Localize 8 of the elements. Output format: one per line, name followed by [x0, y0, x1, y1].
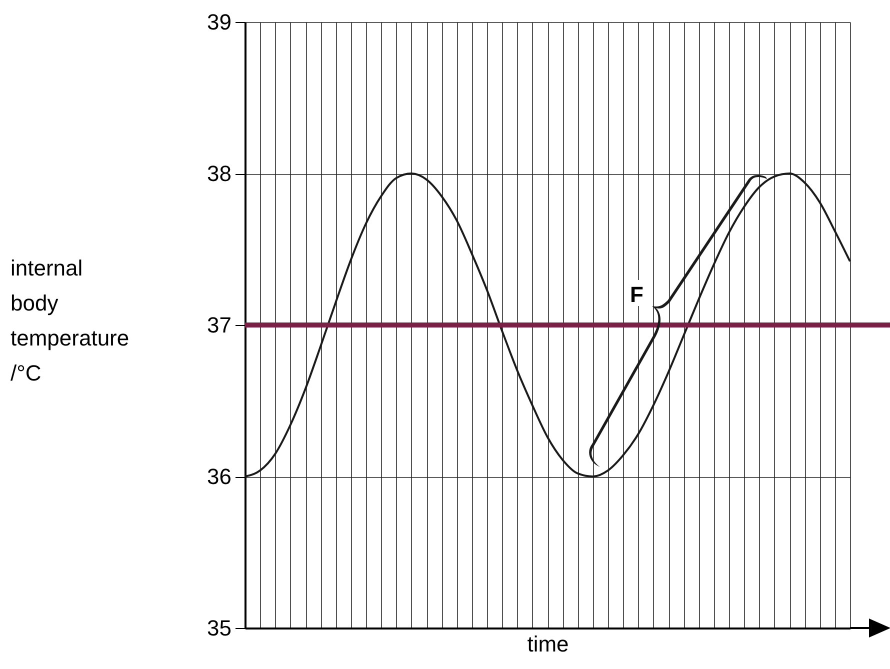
y-tick-label: 36 — [207, 464, 232, 489]
y-axis-title: internal body temperature /°C — [10, 256, 130, 386]
y-tick-label: 39 — [207, 10, 232, 34]
y-tick-label: 38 — [207, 161, 232, 186]
annotation: F — [630, 282, 644, 307]
y-tick-label: 37 — [207, 312, 232, 338]
y-tick-label: 35 — [207, 616, 232, 640]
x-axis-title: time — [527, 632, 569, 656]
